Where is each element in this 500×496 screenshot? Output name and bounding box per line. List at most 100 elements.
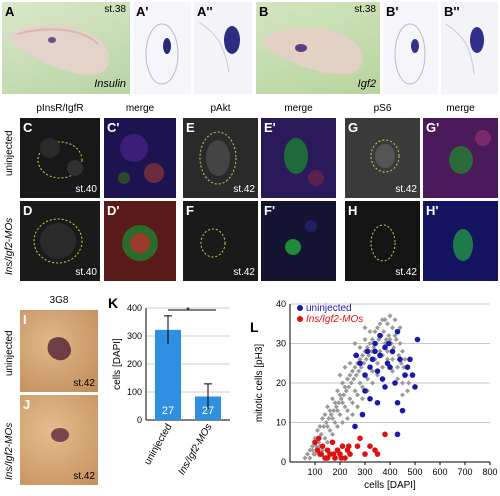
data-point bbox=[315, 435, 322, 442]
data-point bbox=[318, 451, 325, 457]
panel-label: E bbox=[186, 120, 195, 135]
data-point bbox=[365, 344, 370, 350]
data-point bbox=[386, 333, 392, 339]
data-point bbox=[382, 431, 388, 438]
panel-label: G bbox=[348, 120, 359, 135]
data-point bbox=[402, 372, 408, 378]
micrograph bbox=[104, 118, 176, 198]
data-point bbox=[336, 400, 342, 406]
data-point bbox=[333, 404, 339, 410]
data-point bbox=[321, 423, 327, 429]
data-point bbox=[372, 348, 378, 355]
column-header-merge: merge bbox=[446, 103, 475, 114]
data-point bbox=[330, 396, 335, 402]
data-point bbox=[372, 340, 378, 347]
data-point bbox=[387, 364, 393, 370]
data-point bbox=[382, 344, 388, 351]
panel-h-ps6: H st.42 bbox=[345, 201, 420, 281]
data-point bbox=[347, 396, 353, 402]
data-point bbox=[327, 427, 333, 433]
data-point bbox=[397, 325, 403, 331]
micrograph bbox=[104, 201, 176, 281]
data-point bbox=[375, 360, 380, 366]
data-point bbox=[367, 329, 373, 335]
data-point bbox=[324, 455, 331, 461]
micrograph bbox=[20, 201, 100, 281]
data-point bbox=[354, 443, 361, 449]
x-axis-label: cells [DAPI] bbox=[364, 480, 416, 491]
data-point bbox=[376, 337, 382, 343]
x-tick-label: 800 bbox=[482, 467, 497, 477]
data-point bbox=[374, 451, 381, 457]
panel-a1-section: A' bbox=[133, 2, 191, 94]
data-point bbox=[362, 325, 368, 331]
data-point bbox=[395, 376, 400, 382]
column-header-merge: merge bbox=[125, 103, 155, 114]
stage-label: st.42 bbox=[73, 378, 95, 389]
panel-label: H bbox=[348, 203, 358, 218]
stain-image bbox=[51, 428, 69, 442]
data-point bbox=[394, 431, 401, 438]
data-point bbox=[400, 392, 405, 398]
data-point bbox=[365, 376, 370, 382]
data-point bbox=[382, 384, 388, 390]
data-point bbox=[400, 348, 405, 354]
data-point bbox=[345, 408, 350, 414]
x-tick-label: 500 bbox=[407, 467, 422, 477]
data-point bbox=[377, 352, 383, 359]
panel-f1-merge: F' bbox=[261, 201, 336, 281]
data-point bbox=[335, 423, 340, 429]
data-point bbox=[362, 388, 368, 394]
y-tick-label: 40 bbox=[276, 299, 286, 309]
data-point bbox=[377, 332, 383, 339]
data-point bbox=[348, 380, 354, 386]
panel-j-3g8: J st.42 bbox=[20, 395, 98, 485]
stage-label: st.40 bbox=[75, 267, 97, 278]
y-tick-label: 200 bbox=[127, 359, 142, 369]
data-point bbox=[406, 380, 412, 386]
data-point bbox=[396, 352, 402, 358]
scatter-chart-l: 0 10 20 30 40 100 200 300 400 500 600 700 800 cells [… bbox=[254, 299, 498, 491]
data-point bbox=[367, 364, 373, 370]
data-point bbox=[399, 407, 406, 414]
x-tick-label: 400 bbox=[382, 467, 397, 477]
panel-c1-merge: C' bbox=[104, 118, 176, 198]
column-header-pakt: pAkt bbox=[210, 103, 231, 114]
panel-g-ps6: G st.42 bbox=[345, 118, 420, 198]
data-point bbox=[350, 412, 355, 418]
row-label-text: Ins/Igf2-MOs bbox=[4, 217, 15, 275]
micrograph bbox=[20, 118, 100, 198]
data-point bbox=[409, 372, 416, 378]
micrograph bbox=[183, 118, 258, 198]
category-label: uninjected bbox=[142, 422, 174, 467]
panel-b1-section: B' bbox=[383, 2, 438, 94]
data-point bbox=[360, 352, 365, 358]
data-point bbox=[379, 376, 386, 382]
panel-d-pinsr: D st.40 bbox=[20, 201, 100, 281]
data-point bbox=[329, 439, 336, 446]
data-point bbox=[414, 336, 421, 343]
column-header-pinsr: pInsR/IgfR bbox=[36, 103, 84, 114]
data-point bbox=[389, 348, 396, 355]
y-tick-label: 0 bbox=[137, 415, 142, 425]
panel-label: H' bbox=[426, 203, 439, 218]
data-point bbox=[404, 364, 411, 370]
data-point bbox=[347, 360, 353, 366]
panel-label: K bbox=[108, 295, 119, 311]
data-point bbox=[370, 337, 375, 343]
data-point bbox=[352, 341, 358, 346]
data-point bbox=[364, 348, 371, 355]
panel-i-3g8: I st.42 bbox=[20, 310, 98, 392]
panel-label: C bbox=[23, 120, 33, 135]
section-image bbox=[394, 23, 426, 85]
legend-label: uninjected bbox=[306, 303, 352, 314]
micrograph bbox=[261, 201, 336, 281]
data-point bbox=[350, 400, 355, 406]
data-point bbox=[397, 341, 403, 346]
row-label-mos: Ins/Igf2-MOs bbox=[4, 423, 15, 480]
data-point bbox=[394, 328, 401, 335]
data-point bbox=[337, 412, 343, 418]
y-tick-label: 30 bbox=[276, 339, 286, 349]
data-point bbox=[362, 372, 368, 378]
panel-label: E' bbox=[264, 120, 276, 135]
